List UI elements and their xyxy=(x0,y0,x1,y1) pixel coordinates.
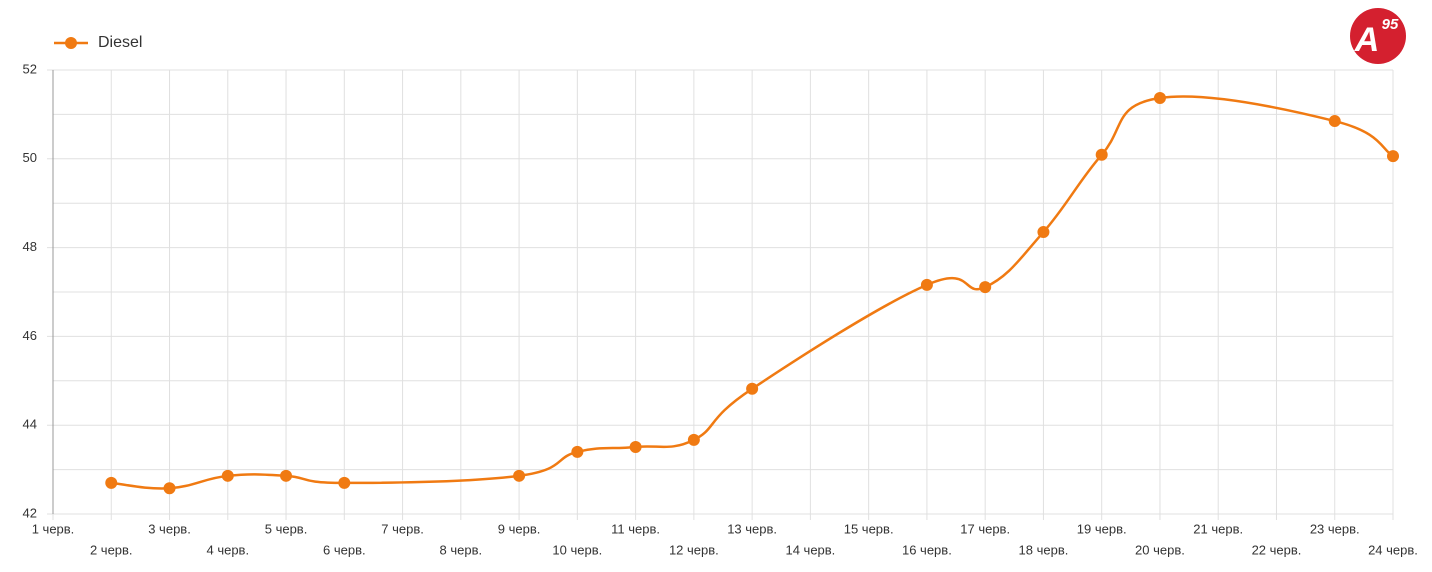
point xyxy=(629,440,642,453)
logo-badge xyxy=(1350,8,1406,64)
point xyxy=(920,278,933,291)
x-tick-label: 10 черв. xyxy=(552,542,602,557)
x-tick-label: 13 черв. xyxy=(727,521,777,536)
x-tick-label: 16 черв. xyxy=(902,542,952,557)
point xyxy=(1328,115,1341,128)
point xyxy=(979,281,992,294)
x-tick-label: 15 черв. xyxy=(844,521,894,536)
point xyxy=(513,469,526,482)
x-tick-label: 7 черв. xyxy=(381,521,424,536)
point xyxy=(338,476,351,489)
legend-marker xyxy=(65,37,77,49)
x-tick-label: 22 черв. xyxy=(1252,542,1302,557)
point xyxy=(1095,148,1108,161)
logo-letter: A xyxy=(1354,21,1380,59)
x-tick-label: 20 черв. xyxy=(1135,542,1185,557)
x-tick-label: 21 черв. xyxy=(1193,521,1243,536)
logo: A 95 xyxy=(1350,8,1406,64)
y-tick-label: 52 xyxy=(23,61,37,76)
point xyxy=(105,476,118,489)
logo-number: 95 xyxy=(1382,16,1399,33)
point xyxy=(221,469,234,482)
x-tick-label: 4 черв. xyxy=(206,542,249,557)
x-tick-label: 6 черв. xyxy=(323,542,366,557)
point xyxy=(687,433,700,446)
y-tick-label: 50 xyxy=(23,150,37,165)
point xyxy=(1387,150,1399,163)
point xyxy=(280,469,293,482)
point xyxy=(1153,91,1166,104)
x-tick-label: 17 черв. xyxy=(960,521,1010,536)
x-tick-label: 9 черв. xyxy=(498,521,541,536)
x-tick-label: 8 черв. xyxy=(440,542,483,557)
x-tick-label: 19 черв. xyxy=(1077,521,1127,536)
x-tick-label: 24 черв. xyxy=(1368,542,1418,557)
x-tick-label: 18 черв. xyxy=(1019,542,1069,557)
y-tick-label: 48 xyxy=(23,239,37,254)
point xyxy=(1037,226,1050,239)
point xyxy=(571,445,584,458)
x-tick-label: 5 черв. xyxy=(265,521,308,536)
x-tick-label: 12 черв. xyxy=(669,542,719,557)
y-tick-label: 44 xyxy=(23,417,37,432)
x-tick-label: 1 черв. xyxy=(32,521,75,536)
x-tick-label: 14 черв. xyxy=(785,542,835,557)
x-tick-label: 3 черв. xyxy=(148,521,191,536)
x-tick-label: 2 черв. xyxy=(90,542,133,557)
series-line xyxy=(111,95,1394,490)
y-tick-label: 46 xyxy=(23,328,37,343)
y-tick-label: 42 xyxy=(23,505,37,520)
legend-label: Diesel xyxy=(98,34,142,51)
point xyxy=(746,382,759,395)
x-tick-label: 23 черв. xyxy=(1310,521,1360,536)
x-tick-label: 11 черв. xyxy=(611,521,660,536)
point xyxy=(163,482,176,495)
